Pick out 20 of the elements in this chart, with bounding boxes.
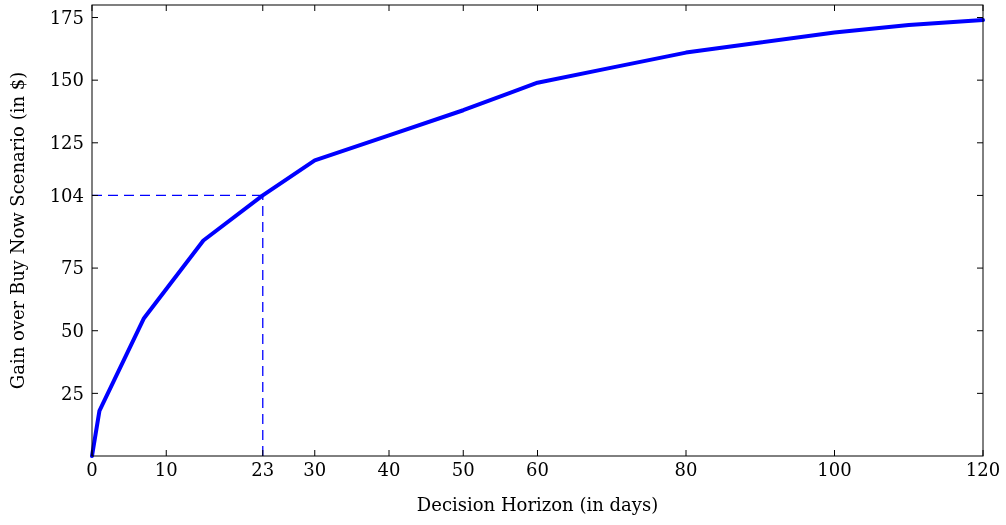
y-tick-label: 175: [49, 6, 84, 28]
x-tick-label: 0: [86, 459, 98, 480]
x-tick-label: 50: [451, 459, 475, 480]
y-axis-title: Gain over Buy Now Scenario (in $): [7, 71, 28, 390]
x-tick-label: 120: [965, 459, 1001, 480]
x-tick-label: 10: [154, 459, 178, 480]
x-tick-label: 30: [303, 459, 327, 480]
y-tick-label: 125: [49, 132, 84, 154]
y-tick-label: 104: [49, 184, 84, 206]
x-axis-title: Decision Horizon (in days): [416, 494, 659, 515]
y-tick-label: 50: [61, 320, 84, 342]
x-tick-label: 23: [251, 459, 275, 480]
x-tick-label: 60: [526, 459, 549, 480]
line-series: [90, 18, 985, 458]
y-tick-label: 150: [49, 69, 84, 91]
x-tick-label: 80: [674, 459, 698, 480]
y-tick-label: 75: [61, 257, 84, 279]
y-tick-label: 25: [61, 382, 84, 404]
x-tick-label: 40: [377, 459, 401, 480]
x-tick-label: 100: [817, 459, 852, 480]
